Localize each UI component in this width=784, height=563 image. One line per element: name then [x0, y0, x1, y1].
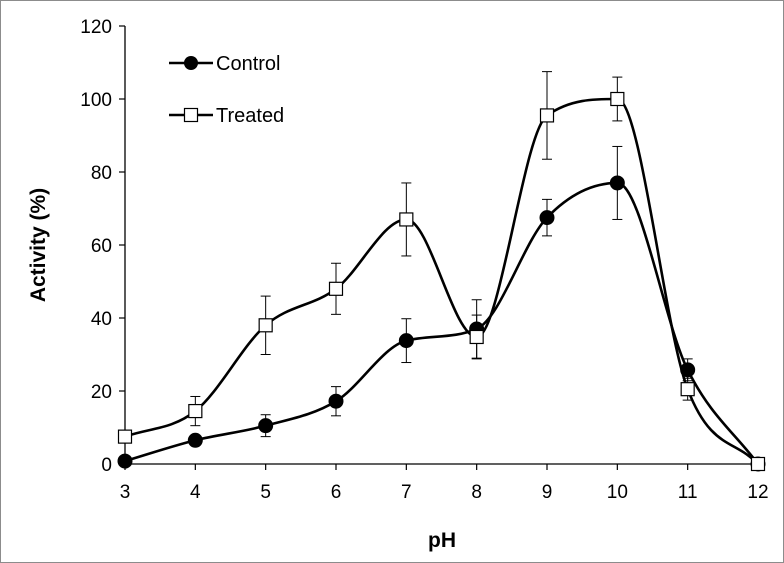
treated-point: [258, 318, 273, 333]
treated-point: [680, 382, 695, 397]
x-tick-label: 6: [331, 482, 342, 503]
legend-treated-marker: [183, 107, 199, 123]
control-point: [398, 333, 414, 349]
x-tick-label: 12: [747, 482, 768, 503]
x-tick-label: 5: [260, 482, 271, 503]
treated-point: [328, 281, 344, 296]
control-point: [258, 418, 274, 434]
y-tick-label: 100: [80, 90, 112, 111]
legend-treated-label: Treated: [216, 105, 284, 127]
y-axis-title: Activity (%): [27, 188, 50, 302]
treated-point: [117, 429, 133, 444]
control-point: [609, 175, 625, 191]
treated-point: [188, 403, 203, 419]
x-tick-label: 10: [607, 482, 628, 503]
treated-point: [610, 91, 625, 107]
y-tick-label: 120: [80, 17, 112, 38]
y-tick-label: 20: [91, 382, 112, 403]
control-point: [117, 453, 133, 469]
x-tick-label: 4: [190, 482, 201, 503]
treated-point: [469, 329, 484, 345]
treated-point: [539, 108, 555, 123]
x-tick-label: 3: [120, 482, 131, 503]
treated-point: [750, 456, 766, 472]
x-tick-label: 9: [542, 482, 553, 503]
x-axis-title: pH: [428, 529, 456, 552]
control-point: [680, 362, 696, 378]
control-point: [328, 393, 344, 409]
treated-series-line: [124, 97, 759, 465]
control-point: [187, 432, 203, 448]
control-series-line: [124, 181, 760, 465]
y-tick-label: 40: [91, 309, 112, 330]
legend-control-marker: [184, 56, 198, 70]
x-tick-label: 8: [471, 482, 482, 503]
control-point: [539, 210, 555, 226]
x-tick-label: 7: [401, 482, 412, 503]
y-tick-label: 60: [91, 236, 112, 257]
legend-control-label: Control: [216, 53, 280, 75]
treated-point: [399, 212, 414, 227]
y-tick-label: 0: [101, 455, 112, 476]
x-tick-label: 11: [678, 482, 698, 503]
y-tick-label: 80: [91, 163, 112, 184]
